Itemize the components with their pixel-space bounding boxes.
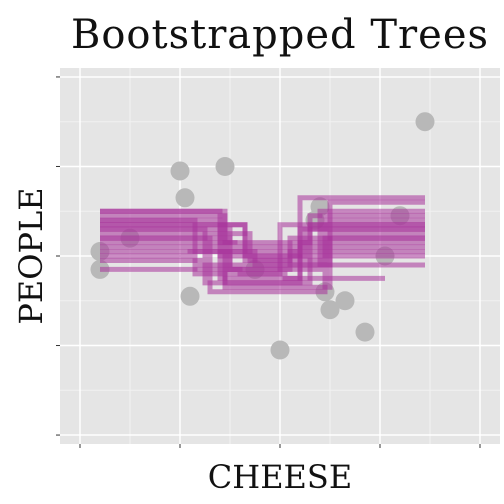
chart-title: Bootstrapped Trees (71, 12, 489, 58)
data-point (320, 300, 340, 320)
tree-line (100, 222, 425, 250)
data-point (215, 156, 235, 176)
tree-line (100, 199, 425, 290)
tree-line (100, 222, 425, 263)
y-axis-label: PEOPLE (12, 187, 50, 324)
data-point (170, 161, 190, 181)
data-point (270, 340, 290, 360)
tree-line (100, 226, 425, 286)
data-point (180, 286, 200, 306)
data-point (335, 291, 355, 311)
data-point (175, 188, 195, 208)
tree-line (100, 240, 425, 281)
data-point (355, 322, 375, 342)
data-point (415, 112, 435, 132)
tree-lines (100, 195, 425, 295)
axis-ticks (56, 76, 481, 448)
tree-line (100, 235, 425, 272)
tree-line (100, 258, 425, 268)
tree-line (100, 213, 425, 246)
x-axis-label: CHEESE (208, 458, 352, 496)
